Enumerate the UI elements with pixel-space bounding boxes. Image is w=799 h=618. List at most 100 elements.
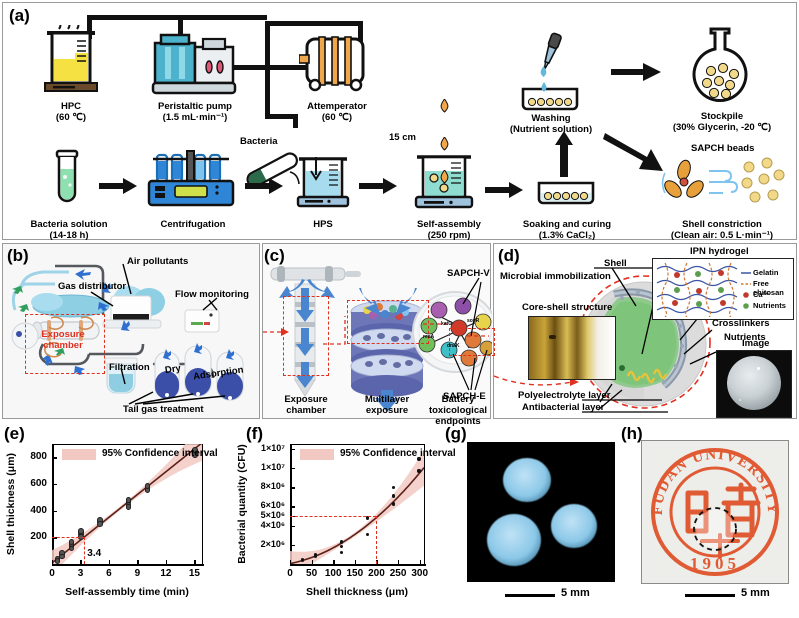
data-point (365, 532, 369, 536)
droplet-2 (439, 136, 450, 156)
caption-c-exposure-chamber-l1: Exposure (284, 394, 328, 405)
chart-f: 0 50 100 150 200 250 300 2×10⁶ 4×10⁶ 5×10⁶ 6×10⁶ 8×… (222, 422, 456, 616)
gene-reca-label: recA (423, 334, 435, 340)
caption-centrifugation-name: Centrifugation (160, 219, 226, 230)
x-tick (419, 560, 422, 564)
data-point (391, 494, 395, 498)
data-point (125, 497, 132, 503)
pipe-attemp-out-top (358, 21, 363, 47)
bacteria-pour-arrow-icon (309, 157, 323, 188)
panel-f-label: (f) (246, 424, 263, 443)
x-tick (80, 560, 82, 564)
exposure-chamber-label-line2: chamber (43, 340, 83, 351)
wash-droplet-1 (539, 65, 548, 83)
peristaltic-pump-icon (151, 31, 237, 97)
y-tick-label: 600 (30, 478, 47, 489)
x-tick (398, 560, 400, 564)
caption-shell-constriction: Shell constriction (Clean air: 0.5 L·min… (643, 219, 799, 241)
caption-washing: Washing (Nutrient solution) (509, 113, 593, 135)
caption-self-assembly: Self-assembly (250 rpm) (407, 219, 491, 241)
legend-label: 95% Confidence interval (102, 448, 218, 459)
y-tick-label: 2×10⁶ (260, 538, 285, 549)
x-tick-label: 0 (49, 568, 55, 579)
caption-c-endpoints: Battery toxicological endpoints (419, 394, 497, 427)
drop-height-label: 15 cm (389, 132, 416, 143)
caption-c-endpoints-l1: Battery toxicological (428, 394, 488, 416)
caption-soaking-name: Soaking and curing (522, 219, 612, 230)
caption-soaking-detail: (1.3% CaCl₂) (538, 230, 596, 241)
ipn-hydrogel-title: IPN hydrogel (690, 246, 749, 257)
hps-beaker-icon (295, 153, 351, 211)
shell-annotation-label: Shell (604, 258, 627, 269)
caption-hpc-name: HPC (60, 101, 82, 112)
y-tick-label: 200 (30, 531, 47, 543)
arrow-selfassembly-to-soaking (485, 182, 525, 203)
arrow-hps-to-selfassembly (359, 178, 399, 199)
stockpile-flask-icon (689, 27, 751, 103)
microbial-immobilization-label: Microbial immobilization (500, 271, 611, 282)
data-point (417, 457, 421, 461)
panel-d: (d) (493, 243, 797, 419)
data-point (339, 544, 344, 549)
panel-g-label: (g) (445, 424, 467, 443)
data-point (300, 557, 305, 562)
marker-hline (52, 537, 85, 539)
data-point (54, 558, 61, 565)
pipe-attemp-to-drop (265, 21, 363, 26)
data-point (391, 485, 395, 490)
ipn-legend-nutrients: Nutrients (753, 301, 786, 310)
caption-pump: Peristaltic pump (1.5 mL·min⁻¹) (141, 101, 249, 123)
caption-bacteria-solution: Bacteria solution (14-18 h) (17, 219, 121, 241)
x-tick-label: 6 (106, 568, 112, 579)
x-tick-label: 0 (287, 568, 293, 579)
x-axis-top-line (290, 444, 424, 446)
ipn-legend-chitosan: Free chitosan (753, 279, 784, 297)
gas-distributor-label: Gas distributor (58, 281, 127, 292)
data-point (68, 545, 75, 552)
arrow-tube-to-centrifuge (99, 178, 139, 199)
soaking-tray-icon (535, 181, 597, 205)
x-tick (333, 560, 335, 564)
pipe-hpc-to-pump (87, 15, 267, 20)
panel-b: (b) (2, 243, 260, 419)
fluorescence-photo (467, 442, 615, 582)
x-tick-label: 100 (324, 568, 342, 579)
x-tick (354, 560, 357, 564)
y-tick (291, 448, 295, 451)
y-tick-label: 400 (30, 504, 47, 516)
svg-text:FUDAN UNIVERSITY: FUDAN UNIVERSITY (650, 447, 780, 516)
attemperator-icon (298, 33, 375, 97)
caption-c-exposure-chamber: Exposure chamber (271, 394, 341, 416)
bacteria-tube-icon (49, 149, 85, 211)
self-assembly-beaker-icon (413, 151, 475, 213)
data-point (417, 469, 421, 473)
ipn-legend-calcium: Ca²⁺ (753, 290, 770, 299)
y-tick (53, 457, 57, 459)
y-tick-label: 6×10⁶ (260, 500, 285, 511)
caption-attemperator-name: Attemperator (307, 101, 367, 112)
x-tick-label: 15 (188, 568, 200, 579)
gene-dnak-label: dnaK (447, 343, 460, 349)
bead-photo (716, 350, 792, 418)
caption-c-multilayer: Multilayer exposure (351, 394, 423, 416)
y-tick (53, 484, 57, 486)
panel-f: (f) 0 50 100 150 200 250 300 2×10⁶ 4×10⁶ 5×10⁶ 6×1… (222, 422, 456, 616)
confidence-band (290, 449, 424, 564)
caption-stockpile-name: Stockpile (700, 111, 744, 122)
data-point (78, 528, 84, 535)
y-tick (291, 525, 295, 527)
exposure-chamber-label-line1: Exposure (41, 329, 85, 340)
legend-swatch (62, 449, 96, 460)
nutrients-label: Nutrients (724, 332, 766, 343)
data-point (68, 539, 75, 545)
caption-stockpile: Stockpile (30% Glycerin, -20 ℃) (651, 111, 793, 133)
y-tick-label: 1×10⁷ (261, 442, 285, 453)
caption-washing-name: Washing (531, 113, 571, 124)
data-point (192, 452, 198, 459)
air-pollutants-label: Air pollutants (127, 256, 189, 267)
droplet-3 (439, 169, 450, 189)
y-tick (291, 487, 295, 489)
marker-x-value: 3.4 (87, 548, 102, 559)
dry-label: Dry (164, 362, 182, 377)
panel-g-scale-label: 5 mm (561, 587, 590, 599)
